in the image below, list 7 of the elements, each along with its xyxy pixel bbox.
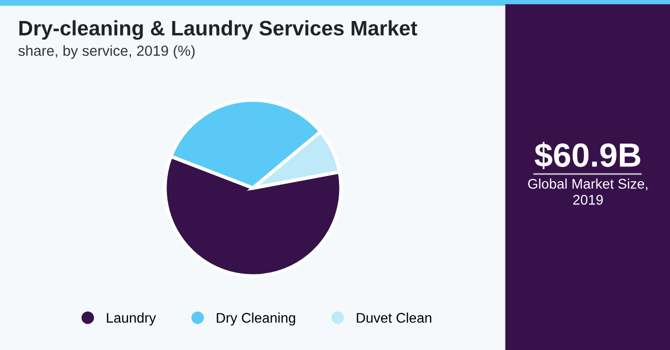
legend-label: Laundry (106, 312, 156, 326)
text: $60.9B (534, 142, 640, 170)
text: Global Market Size, 2019 (528, 178, 648, 205)
legend-label: Dry Cleaning (216, 312, 296, 326)
chart-title: Dry-cleaning & Laundry Services Market (19, 20, 418, 40)
legend-label: Duvet Clean (356, 312, 432, 323)
chart-subtitle: share, by service, 2019 (%) (18, 45, 195, 59)
